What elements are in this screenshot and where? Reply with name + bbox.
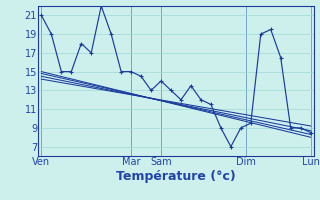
X-axis label: Température (°c): Température (°c) [116, 170, 236, 183]
